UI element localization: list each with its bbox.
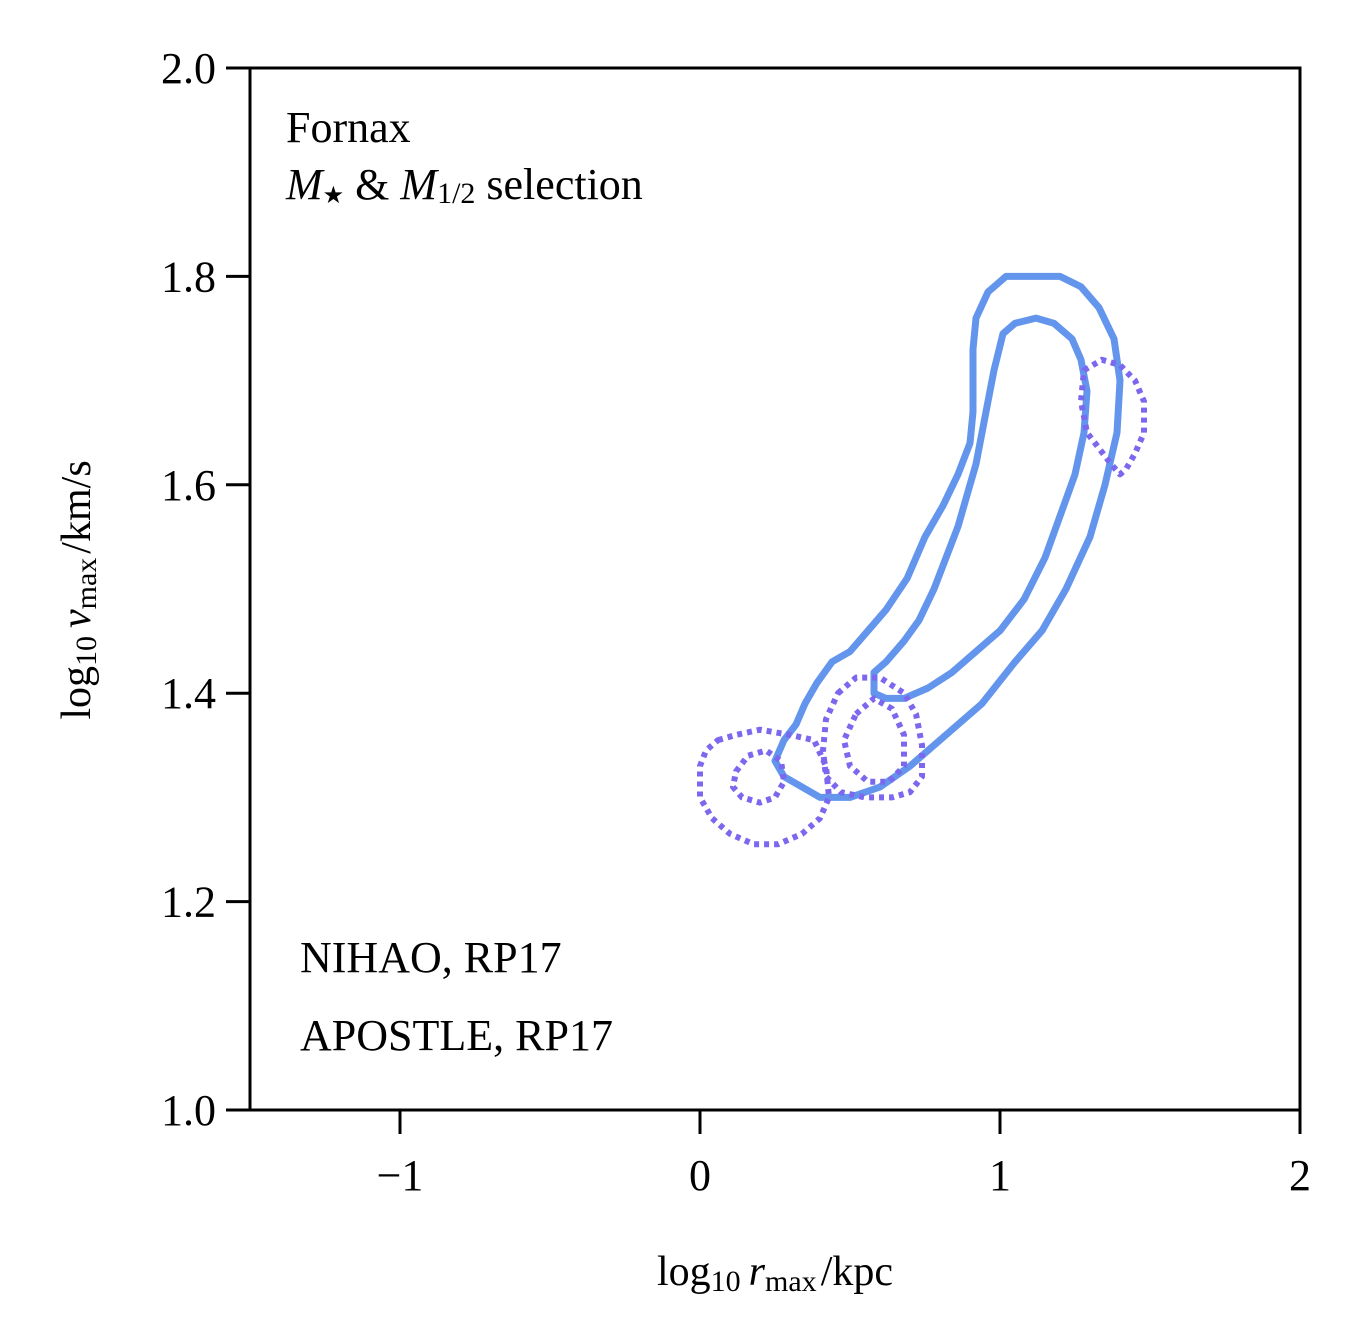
contour-line: [771, 272, 1124, 801]
contour-line: [841, 695, 907, 785]
y-axis-label: log10vmax/km/s: [54, 460, 103, 719]
series-0: [771, 272, 1124, 801]
x-axis-ticks: −1 0 1 2: [377, 1110, 1311, 1200]
x-tick-label: 2: [1289, 1151, 1311, 1200]
x-tick-label: −1: [377, 1151, 424, 1200]
contour-line: [820, 674, 925, 801]
y-tick-label: 1.0: [161, 1086, 216, 1135]
contour-layer: [697, 272, 1147, 848]
annotation: Fornax M★ & M1/2 selection: [285, 103, 643, 210]
x-tick-label: 0: [689, 1151, 711, 1200]
legend-entry-nihao: NIHAO, RP17: [300, 933, 562, 982]
contour-line: [1078, 356, 1147, 478]
contour-line: [697, 726, 832, 848]
y-tick-label: 1.4: [161, 669, 216, 718]
y-tick-label: 2.0: [161, 44, 216, 93]
series-1: [697, 356, 1147, 848]
y-tick-label: 1.2: [161, 878, 216, 927]
annotation-selection: M★ & M1/2 selection: [285, 160, 643, 210]
axes-frame: [248, 66, 1302, 1112]
contour-line: [730, 747, 787, 806]
y-tick-label: 1.8: [161, 252, 216, 301]
x-tick-label: 1: [989, 1151, 1011, 1200]
annotation-title: Fornax: [286, 103, 411, 152]
x-axis-label: log10 rmax/kpc: [657, 1249, 893, 1298]
y-axis-ticks: 1.0 1.2 1.4 1.6 1.8 2.0: [161, 44, 250, 1135]
legend: NIHAO, RP17 APOSTLE, RP17: [300, 933, 613, 1060]
legend-entry-apostle: APOSTLE, RP17: [300, 1011, 613, 1060]
contour-line: [870, 314, 1091, 702]
y-tick-label: 1.6: [161, 461, 216, 510]
